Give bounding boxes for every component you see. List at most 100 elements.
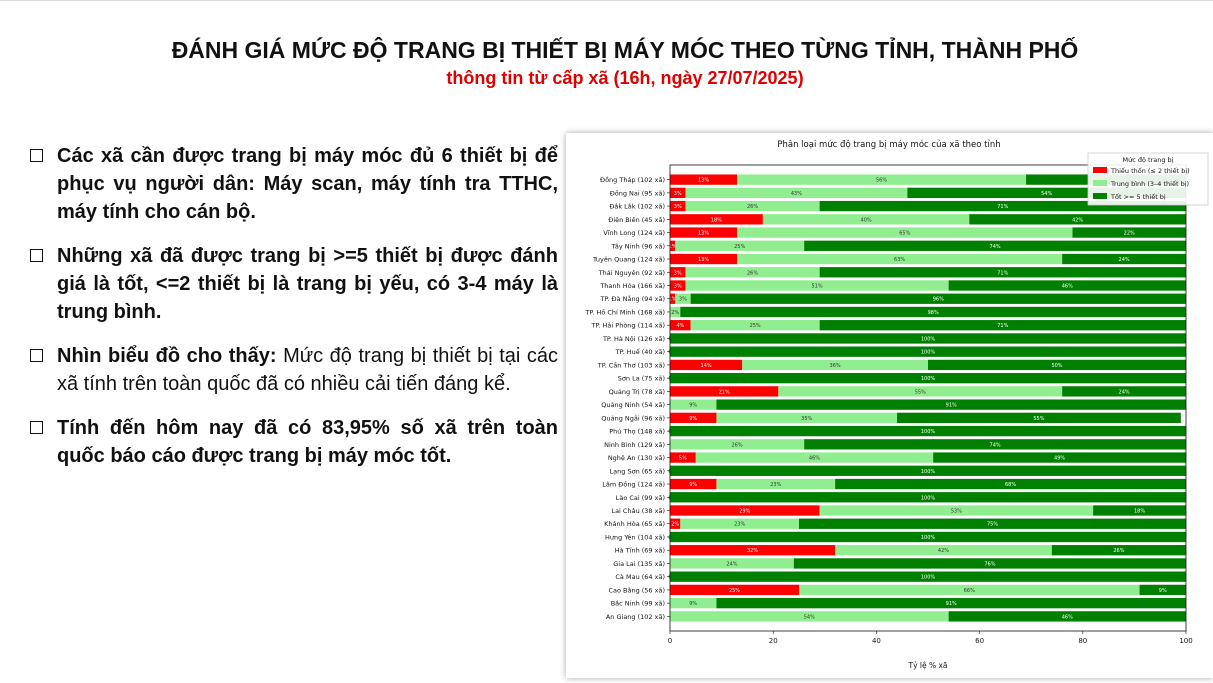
data-label: 100% bbox=[921, 376, 936, 382]
y-tick-label: Đồng Nai (95 xã) bbox=[610, 189, 665, 197]
bar-segment bbox=[793, 558, 1186, 569]
checkbox-bullet-icon bbox=[30, 149, 43, 162]
chart-title: Phân loại mức độ trang bị máy móc của xã… bbox=[777, 139, 1000, 150]
bar-segment bbox=[716, 399, 1186, 410]
y-tick-label: TP. Hà Nội (126 xã) bbox=[602, 335, 665, 343]
x-axis-label: Tỷ lệ % xã bbox=[907, 661, 947, 670]
data-label: 51% bbox=[811, 284, 822, 290]
data-label: 5% bbox=[679, 456, 687, 462]
x-tick-label: 60 bbox=[975, 637, 984, 645]
bar-segment bbox=[928, 359, 1186, 371]
y-tick-label: Phú Thọ (148 xã) bbox=[609, 428, 665, 436]
bar-segment bbox=[1051, 545, 1186, 556]
data-label: 25% bbox=[734, 244, 745, 250]
y-tick-label: TP. Đà Nẵng (94 xã) bbox=[600, 294, 666, 303]
legend-title: Mức độ trang bị bbox=[1123, 156, 1174, 164]
data-label: 23% bbox=[770, 482, 781, 488]
data-label: 26% bbox=[732, 442, 743, 448]
data-label: 18% bbox=[1134, 509, 1145, 515]
data-label: 2% bbox=[671, 522, 679, 528]
data-label: 56% bbox=[876, 178, 887, 184]
bar-segment bbox=[670, 571, 1186, 582]
data-label: 76% bbox=[984, 561, 995, 567]
data-label: 9% bbox=[689, 416, 697, 422]
bar-segment bbox=[670, 346, 1186, 357]
y-tick-label: TP. Hải Phòng (114 xã) bbox=[591, 322, 665, 330]
legend-box bbox=[1087, 152, 1209, 206]
bar-segment bbox=[670, 531, 1186, 543]
x-tick-label: 40 bbox=[872, 637, 881, 645]
y-tick-label: Bắc Ninh (99 xã) bbox=[611, 599, 665, 608]
legend-swatch-medium bbox=[1093, 180, 1107, 186]
bar-segment bbox=[670, 518, 681, 529]
y-tick-label: Lạng Sơn (65 xã) bbox=[610, 467, 665, 475]
bullet-text: Những xã đã được trang bị >=5 thiết bị đ… bbox=[57, 242, 558, 326]
data-label: 14% bbox=[701, 363, 712, 369]
bullet-text: Nhìn biểu đồ cho thấy: Mức độ trang bị t… bbox=[57, 342, 558, 398]
data-label: 55% bbox=[915, 389, 926, 395]
y-tick-label: Vĩnh Long (124 xã) bbox=[603, 229, 665, 237]
data-label: 29% bbox=[739, 509, 750, 515]
data-label: 13% bbox=[698, 178, 709, 184]
bullet-normal-text: Mức độ trang bị thiết bị tại các xã tính… bbox=[57, 345, 559, 395]
data-label: 9% bbox=[689, 482, 697, 488]
bar-segment bbox=[804, 240, 1186, 251]
data-label: 54% bbox=[804, 614, 815, 620]
bar-segment bbox=[933, 452, 1186, 463]
bar-segment bbox=[670, 545, 836, 556]
data-label: 2% bbox=[671, 310, 679, 316]
data-label: 35% bbox=[801, 416, 812, 422]
y-tick-label: Quảng Trị (78 xã) bbox=[609, 388, 665, 396]
bullet-bold-text: Nhìn biểu đồ cho thấy: bbox=[57, 345, 277, 367]
bar-segment bbox=[716, 478, 836, 490]
data-label: 42% bbox=[938, 548, 949, 554]
data-label: 26% bbox=[1113, 548, 1124, 554]
data-label: 75% bbox=[987, 522, 998, 528]
checkbox-bullet-icon bbox=[30, 421, 43, 434]
data-label: 74% bbox=[990, 244, 1001, 250]
y-tick-label: Thanh Hóa (166 xã) bbox=[599, 282, 665, 290]
legend: Mức độ trang bị Thiếu thốn (≤ 2 thiết bị… bbox=[1087, 152, 1209, 206]
bar-segment bbox=[1093, 505, 1186, 516]
checkbox-bullet-icon bbox=[30, 349, 43, 362]
bar-segment bbox=[670, 306, 681, 318]
bar-segment bbox=[1062, 253, 1186, 265]
data-label: 71% bbox=[997, 323, 1008, 329]
data-label: 4% bbox=[676, 323, 684, 329]
y-tick-label: TP. Hồ Chí Minh (168 xã) bbox=[584, 308, 665, 316]
bar-segment bbox=[670, 584, 799, 596]
bullet-bold-text: Những xã đã được trang bị >=5 thiết bị đ… bbox=[57, 245, 558, 323]
y-tick-label: Lai Châu (38 xã) bbox=[611, 507, 665, 515]
data-label: 49% bbox=[1054, 456, 1065, 462]
bar-segment bbox=[670, 412, 717, 424]
bar-segment bbox=[835, 545, 1052, 556]
y-tick-label: Tuyên Quang (124 xã) bbox=[592, 256, 665, 264]
bar-segment bbox=[685, 200, 820, 212]
bar-segment bbox=[670, 452, 696, 463]
bar-segment bbox=[948, 280, 1186, 291]
data-label: 100% bbox=[921, 575, 936, 581]
bar-segment bbox=[819, 320, 1186, 331]
bars-layer: 13% 56% 3% 43% 54% 3% 26% 71% 18% 40% 42% 13% 65% 22%… bbox=[668, 174, 1186, 622]
data-label: 66% bbox=[964, 588, 975, 594]
bar-segment bbox=[716, 597, 1186, 609]
data-label: 46% bbox=[809, 456, 820, 462]
data-label: 23% bbox=[734, 522, 745, 528]
bar-segment bbox=[670, 386, 779, 397]
data-label: 63% bbox=[894, 257, 905, 263]
data-label: 46% bbox=[1062, 284, 1073, 290]
data-label: 36% bbox=[830, 363, 841, 369]
data-label: 65% bbox=[899, 231, 910, 237]
bar-segment bbox=[742, 359, 928, 371]
bullet-text: Tính đến hôm nay đã có 83,95% số xã trên… bbox=[57, 414, 558, 470]
bar-segment bbox=[670, 200, 686, 212]
bar-segment bbox=[948, 611, 1186, 622]
x-tick-label: 0 bbox=[668, 637, 672, 645]
bar-segment bbox=[670, 399, 717, 410]
data-label: 26% bbox=[747, 204, 758, 210]
bar-segment bbox=[819, 267, 1186, 278]
bar-segment bbox=[675, 293, 691, 304]
y-tick-label: Quảng Ngãi (96 xã) bbox=[601, 414, 665, 422]
data-label: 100% bbox=[921, 336, 936, 342]
bar-segment bbox=[819, 505, 1094, 516]
